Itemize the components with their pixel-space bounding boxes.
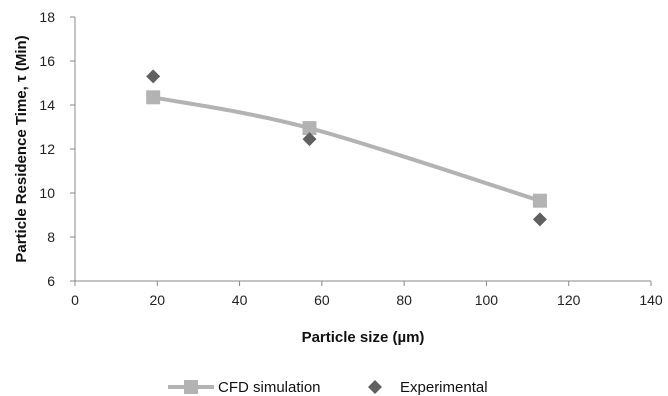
y-tick-label: 12 bbox=[39, 141, 55, 157]
y-tick-label: 10 bbox=[39, 185, 55, 201]
plot-area: 0 20 40 60 80 100 120 140 6 8 10 12 14 16 18 bbox=[39, 9, 662, 308]
y-tick-label: 18 bbox=[39, 9, 55, 25]
data-point-cfd-simulation bbox=[302, 121, 317, 136]
data-point-cfd-simulation bbox=[532, 193, 547, 208]
x-axis-ticks: 0 20 40 60 80 100 120 140 bbox=[71, 281, 663, 308]
y-tick-label: 16 bbox=[39, 53, 55, 69]
y-axis-title: Particle Residence Time, τ (Min) bbox=[13, 35, 30, 262]
data-point-experimental bbox=[146, 69, 161, 84]
legend-item-experimental: Experimental bbox=[368, 379, 488, 396]
y-tick-label: 8 bbox=[47, 229, 55, 245]
x-tick-label: 100 bbox=[475, 292, 499, 308]
legend-label-cfd-simulation: CFD simulation bbox=[218, 379, 321, 396]
legend: CFD simulation Experimental bbox=[168, 379, 488, 396]
x-tick-label: 120 bbox=[557, 292, 581, 308]
y-axis-ticks: 6 8 10 12 14 16 18 bbox=[39, 9, 75, 289]
legend-marker-cfd-simulation bbox=[184, 380, 198, 394]
series-line-cfd-simulation bbox=[151, 95, 542, 203]
x-tick-label: 0 bbox=[71, 292, 79, 308]
x-tick-label: 80 bbox=[396, 292, 412, 308]
data-point-experimental bbox=[302, 132, 317, 147]
x-tick-label: 40 bbox=[232, 292, 248, 308]
x-tick-label: 60 bbox=[314, 292, 330, 308]
data-point-experimental bbox=[532, 212, 547, 227]
x-tick-label: 140 bbox=[639, 292, 663, 308]
data-point-cfd-simulation bbox=[146, 90, 161, 105]
y-tick-label: 14 bbox=[39, 97, 55, 113]
y-tick-label: 6 bbox=[47, 273, 55, 289]
legend-item-cfd-simulation: CFD simulation bbox=[168, 379, 321, 396]
legend-label-experimental: Experimental bbox=[400, 379, 488, 396]
series-layer bbox=[146, 69, 547, 227]
x-tick-label: 20 bbox=[149, 292, 165, 308]
legend-marker-experimental bbox=[368, 380, 382, 394]
x-axis-title: Particle size (µm) bbox=[302, 329, 425, 346]
